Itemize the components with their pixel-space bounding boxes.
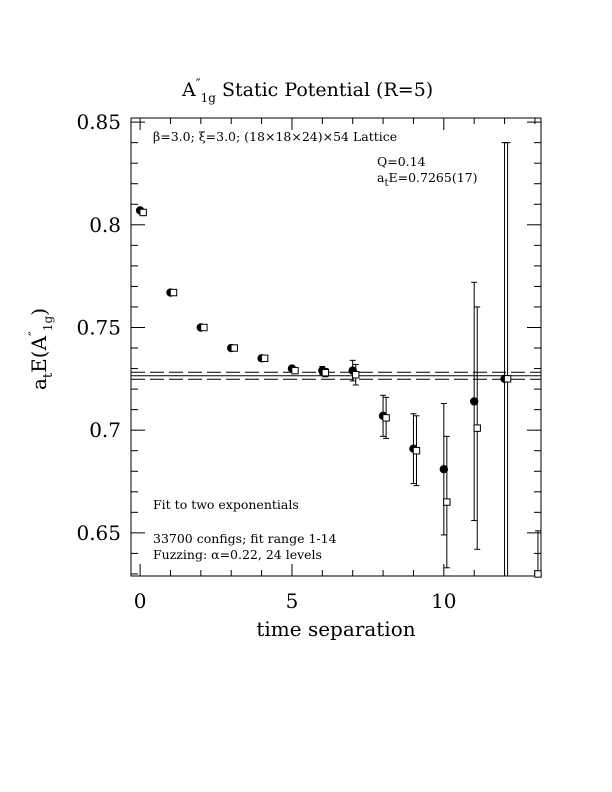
- data-point-square: [200, 323, 208, 332]
- data-point-square: [169, 288, 178, 297]
- energy-annotation: atE=0.7265(17): [377, 170, 477, 189]
- data-markers: [135, 206, 542, 578]
- y-axis-label: atE(A″1g): [27, 308, 56, 390]
- y-tick-label: 0.7: [89, 418, 121, 442]
- y-tick-label: 0.65: [76, 521, 121, 545]
- x-tick-labels: 0 5 10: [134, 589, 457, 613]
- data-point-square: [473, 424, 481, 432]
- chart-title: A″1g Static Potential (R=5): [181, 77, 433, 105]
- data-point-square: [260, 354, 269, 362]
- fit-band: [131, 371, 541, 380]
- x-tick-label: 10: [431, 589, 456, 613]
- data-point-square: [139, 208, 147, 217]
- x-tick-label: 5: [286, 589, 299, 613]
- data-point-square: [503, 375, 512, 383]
- data-point-square: [230, 344, 238, 352]
- data-point-square: [291, 366, 299, 375]
- data-point-square: [534, 570, 542, 578]
- error-bars: [292, 142, 541, 576]
- x-tick-label: 0: [134, 589, 147, 613]
- fuzzing-annotation: Fuzzing: α=0.22, 24 levels: [153, 547, 322, 562]
- data-point-square: [382, 414, 390, 422]
- configs-annotation: 33700 configs; fit range 1-14: [153, 531, 337, 546]
- plot-frame: [130, 117, 542, 577]
- data-point: [439, 465, 449, 474]
- data-point-square: [412, 447, 421, 455]
- data-point-square: [443, 498, 451, 506]
- data-point-square: [352, 371, 360, 379]
- y-tick-labels: 0.65 0.7 0.75 0.8 0.85: [76, 110, 121, 545]
- q-annotation: Q=0.14: [377, 154, 426, 169]
- lattice-annotation: β=3.0; ξ=3.0; (18×18×24)×54 Lattice: [153, 129, 397, 144]
- y-tick-label: 0.8: [89, 213, 121, 237]
- axis-ticks: [131, 118, 541, 576]
- data-point-square: [321, 368, 330, 377]
- y-tick-label: 0.85: [76, 110, 121, 134]
- data-point: [469, 397, 479, 406]
- x-axis-label: time separation: [256, 617, 415, 641]
- y-tick-label: 0.75: [76, 315, 121, 339]
- fit-annotation: Fit to two exponentials: [153, 497, 299, 512]
